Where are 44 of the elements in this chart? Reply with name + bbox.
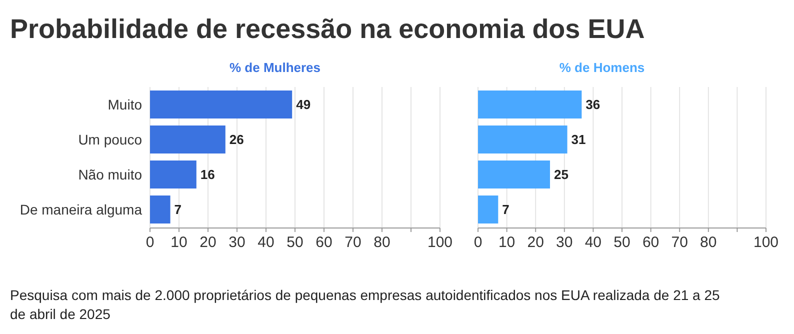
text: Pesquisa com mais de 2.000 proprietários de pequenas empresas autoidentificados nos EUA realizada de 21 a 25 de abril de 2025: [10, 287, 720, 322]
bar: [478, 90, 582, 118]
y-tick-label: Um pouco: [78, 131, 142, 148]
x-tick-label: 50: [286, 234, 304, 251]
data-label: 25: [554, 167, 568, 182]
data-label: 7: [174, 202, 182, 218]
x-tick-label: 100: [753, 234, 779, 251]
bar: [478, 126, 568, 154]
series-label: % de Homens: [559, 60, 645, 75]
data-label: 7: [502, 202, 510, 218]
x-tick-label: 20: [200, 234, 216, 251]
x-tick-label: 10: [498, 234, 516, 251]
x-tick-label: 60: [642, 234, 660, 251]
data-label: 31: [571, 132, 586, 148]
y-tick-label: De maneira alguma: [20, 201, 142, 218]
x-tick-label: 0: [474, 234, 482, 251]
x-tick-label: 20: [527, 234, 544, 251]
x-tick-label: 80: [700, 234, 717, 251]
y-tick-label: Não muito: [78, 166, 142, 182]
data-label: 36: [586, 97, 600, 112]
x-tick-label: 40: [584, 234, 602, 251]
x-tick-label: 30: [228, 234, 246, 251]
bar: [150, 126, 226, 154]
x-tick-label: 100: [427, 234, 453, 251]
bar: [150, 160, 196, 188]
x-tick-label: 60: [316, 234, 332, 251]
x-tick-label: 10: [170, 234, 188, 251]
bar: [478, 160, 550, 188]
x-tick-label: 80: [374, 234, 390, 251]
x-tick-label: 0: [146, 234, 154, 251]
x-tick-label: 50: [614, 234, 630, 251]
x-tick-label: 70: [344, 234, 362, 251]
data-label: 16: [200, 167, 215, 182]
x-tick-label: 30: [556, 234, 573, 251]
data-label: 49: [296, 97, 311, 112]
bar: [150, 196, 170, 224]
x-tick-label: 40: [258, 234, 274, 251]
series-label: % de Mulheres: [229, 60, 321, 75]
chart-title: Probabilidade de recessão na economia dos EUA: [10, 14, 645, 44]
data-label: 26: [229, 132, 244, 148]
x-tick-label: 70: [671, 234, 688, 251]
y-tick-label: Muito: [108, 96, 142, 112]
bar: [478, 196, 498, 224]
bar: [150, 90, 292, 118]
